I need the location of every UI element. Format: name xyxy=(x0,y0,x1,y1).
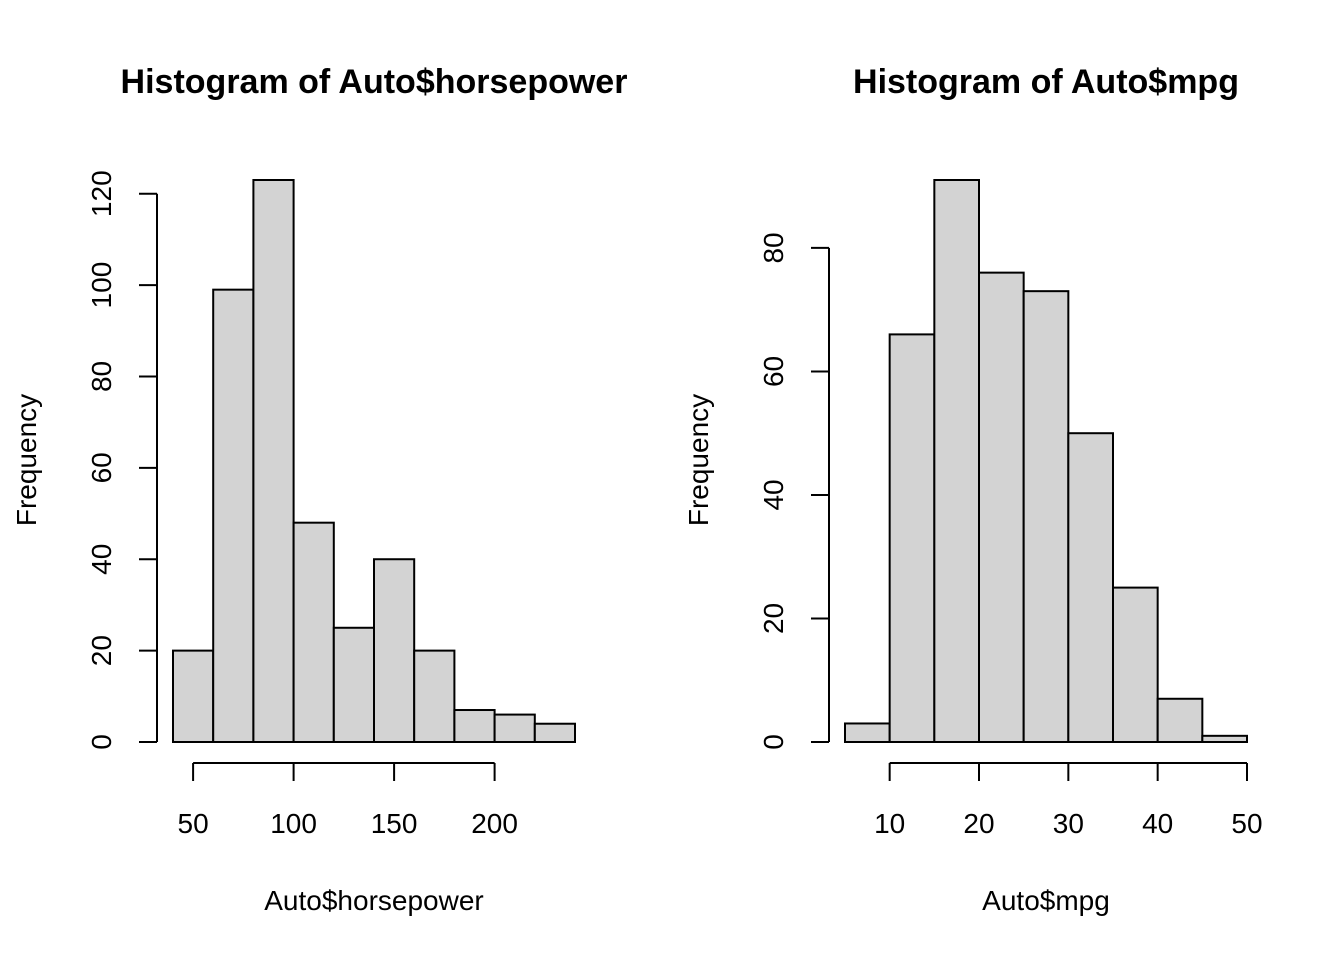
y-axis-label: Frequency xyxy=(11,394,42,526)
chart-title: Histogram of Auto$mpg xyxy=(853,63,1239,101)
chart-title: Histogram of Auto$horsepower xyxy=(121,63,628,101)
bars xyxy=(844,179,1249,744)
histogram-bar xyxy=(933,179,980,743)
x-tick-label: 50 xyxy=(178,808,209,839)
y-tick-label: 20 xyxy=(86,635,117,666)
histogram-bar xyxy=(1112,586,1159,743)
x-tick-label: 30 xyxy=(1053,808,1084,839)
y-axis: 0 20 40 60 80 xyxy=(758,232,830,750)
y-tick-label: 80 xyxy=(758,232,789,263)
histogram-bar xyxy=(373,558,416,743)
x-axis-label: Auto$mpg xyxy=(982,885,1110,916)
y-tick-label: 60 xyxy=(758,356,789,387)
y-tick-label: 80 xyxy=(86,361,117,392)
histogram-bar xyxy=(844,722,891,744)
y-tick-label: 20 xyxy=(758,603,789,634)
x-axis: 10 20 30 40 50 xyxy=(874,762,1263,839)
y-tick-label: 120 xyxy=(86,170,117,217)
y-axis: 0 20 40 60 80 100 120 xyxy=(86,170,158,750)
histogram-bar xyxy=(978,271,1025,743)
histogram-bar xyxy=(413,649,456,743)
histogram-bar xyxy=(252,179,295,743)
y-tick-label: 40 xyxy=(758,479,789,510)
horsepower-histogram-panel: Histogram of Auto$horsepower Auto$horsep… xyxy=(11,63,627,916)
histogram-bar xyxy=(533,722,576,743)
x-axis-label: Auto$horsepower xyxy=(264,885,483,916)
histogram-bar xyxy=(1156,697,1204,743)
y-tick-label: 0 xyxy=(86,734,117,750)
histogram-bar xyxy=(1201,734,1249,743)
y-tick-label: 0 xyxy=(758,734,789,750)
histogram-bar xyxy=(292,521,335,743)
histogram-bar xyxy=(888,333,936,743)
histogram-bar xyxy=(332,626,375,743)
histogram-bar xyxy=(453,709,496,743)
x-tick-label: 200 xyxy=(471,808,518,839)
x-tick-label: 100 xyxy=(270,808,317,839)
histogram-bar xyxy=(172,649,215,743)
histogram-bar xyxy=(1022,290,1070,743)
mpg-histogram-panel: Histogram of Auto$mpg Auto$mpg Frequency… xyxy=(683,63,1263,916)
x-tick-label: 50 xyxy=(1231,808,1262,839)
histogram-bar xyxy=(212,288,255,743)
x-tick-label: 20 xyxy=(963,808,994,839)
histogram-bar xyxy=(493,713,536,744)
y-tick-label: 100 xyxy=(86,262,117,309)
x-axis: 50 100 150 200 xyxy=(178,762,518,839)
y-axis-label: Frequency xyxy=(683,394,714,526)
histogram-bar xyxy=(1067,432,1115,743)
bars xyxy=(172,179,576,744)
y-tick-label: 40 xyxy=(86,544,117,575)
y-tick-label: 60 xyxy=(86,452,117,483)
x-tick-label: 40 xyxy=(1142,808,1173,839)
x-tick-label: 150 xyxy=(371,808,418,839)
x-tick-label: 10 xyxy=(874,808,905,839)
